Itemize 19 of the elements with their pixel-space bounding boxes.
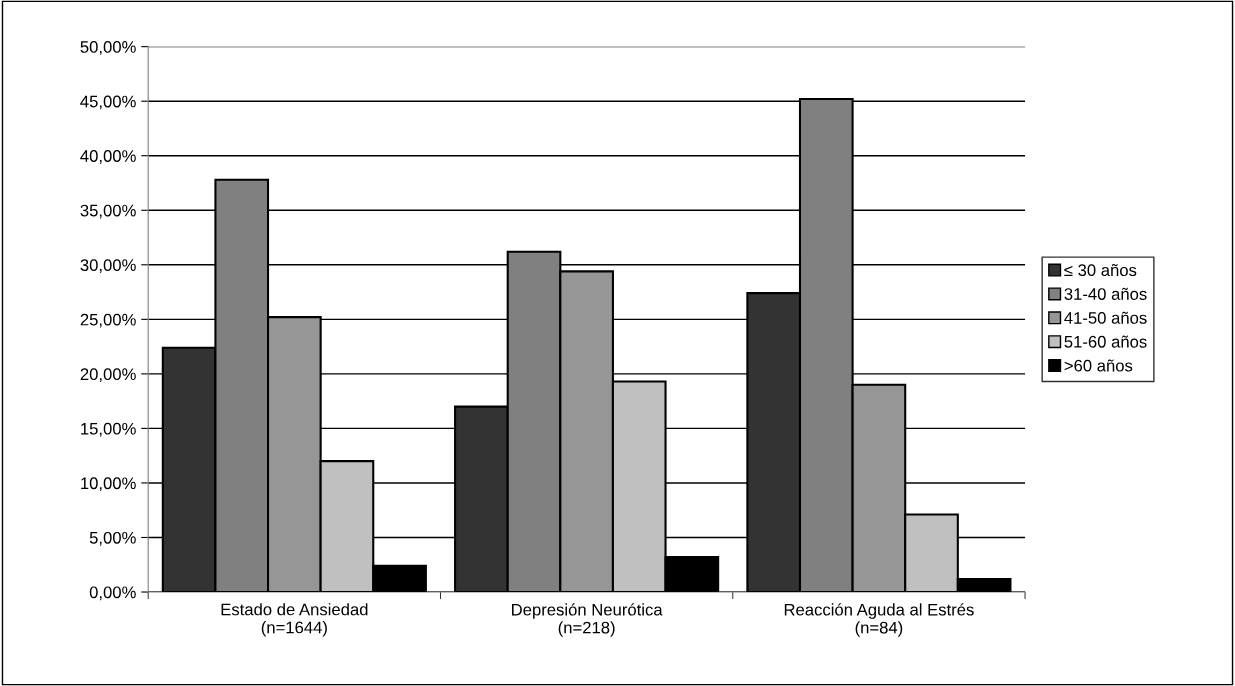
y-tick-label: 0,00% [89, 586, 136, 601]
y-tick-label: 15,00% [81, 422, 136, 437]
legend-label: 51-60 años [1064, 335, 1147, 348]
legend-label: ≤ 30 años [1064, 263, 1137, 277]
legend-label: 41-50 años [1064, 311, 1147, 324]
legend-label: >60 años [1064, 359, 1133, 372]
x-tick-label: Estado de Ansiedad (n=1644) [221, 603, 368, 637]
x-tick-label: Reacción Aguda al Estrés (n=84) [784, 603, 974, 637]
y-tick-label: 20,00% [80, 368, 136, 383]
x-tick-label: Depresión Neurótica (n=218) [512, 603, 663, 637]
legend-label: 31-40 años [1064, 287, 1147, 300]
y-tick-label: 25,00% [80, 313, 136, 328]
y-tick-label: 50,00% [80, 41, 136, 55]
y-tick-label: 45,00% [80, 95, 136, 110]
y-tick-label: 10,00% [81, 477, 136, 492]
y-tick-label: 5,00% [89, 531, 136, 546]
y-tick-label: 35,00% [80, 204, 136, 219]
y-tick-label: 40,00% [80, 150, 136, 164]
y-tick-label: 30,00% [80, 259, 136, 273]
